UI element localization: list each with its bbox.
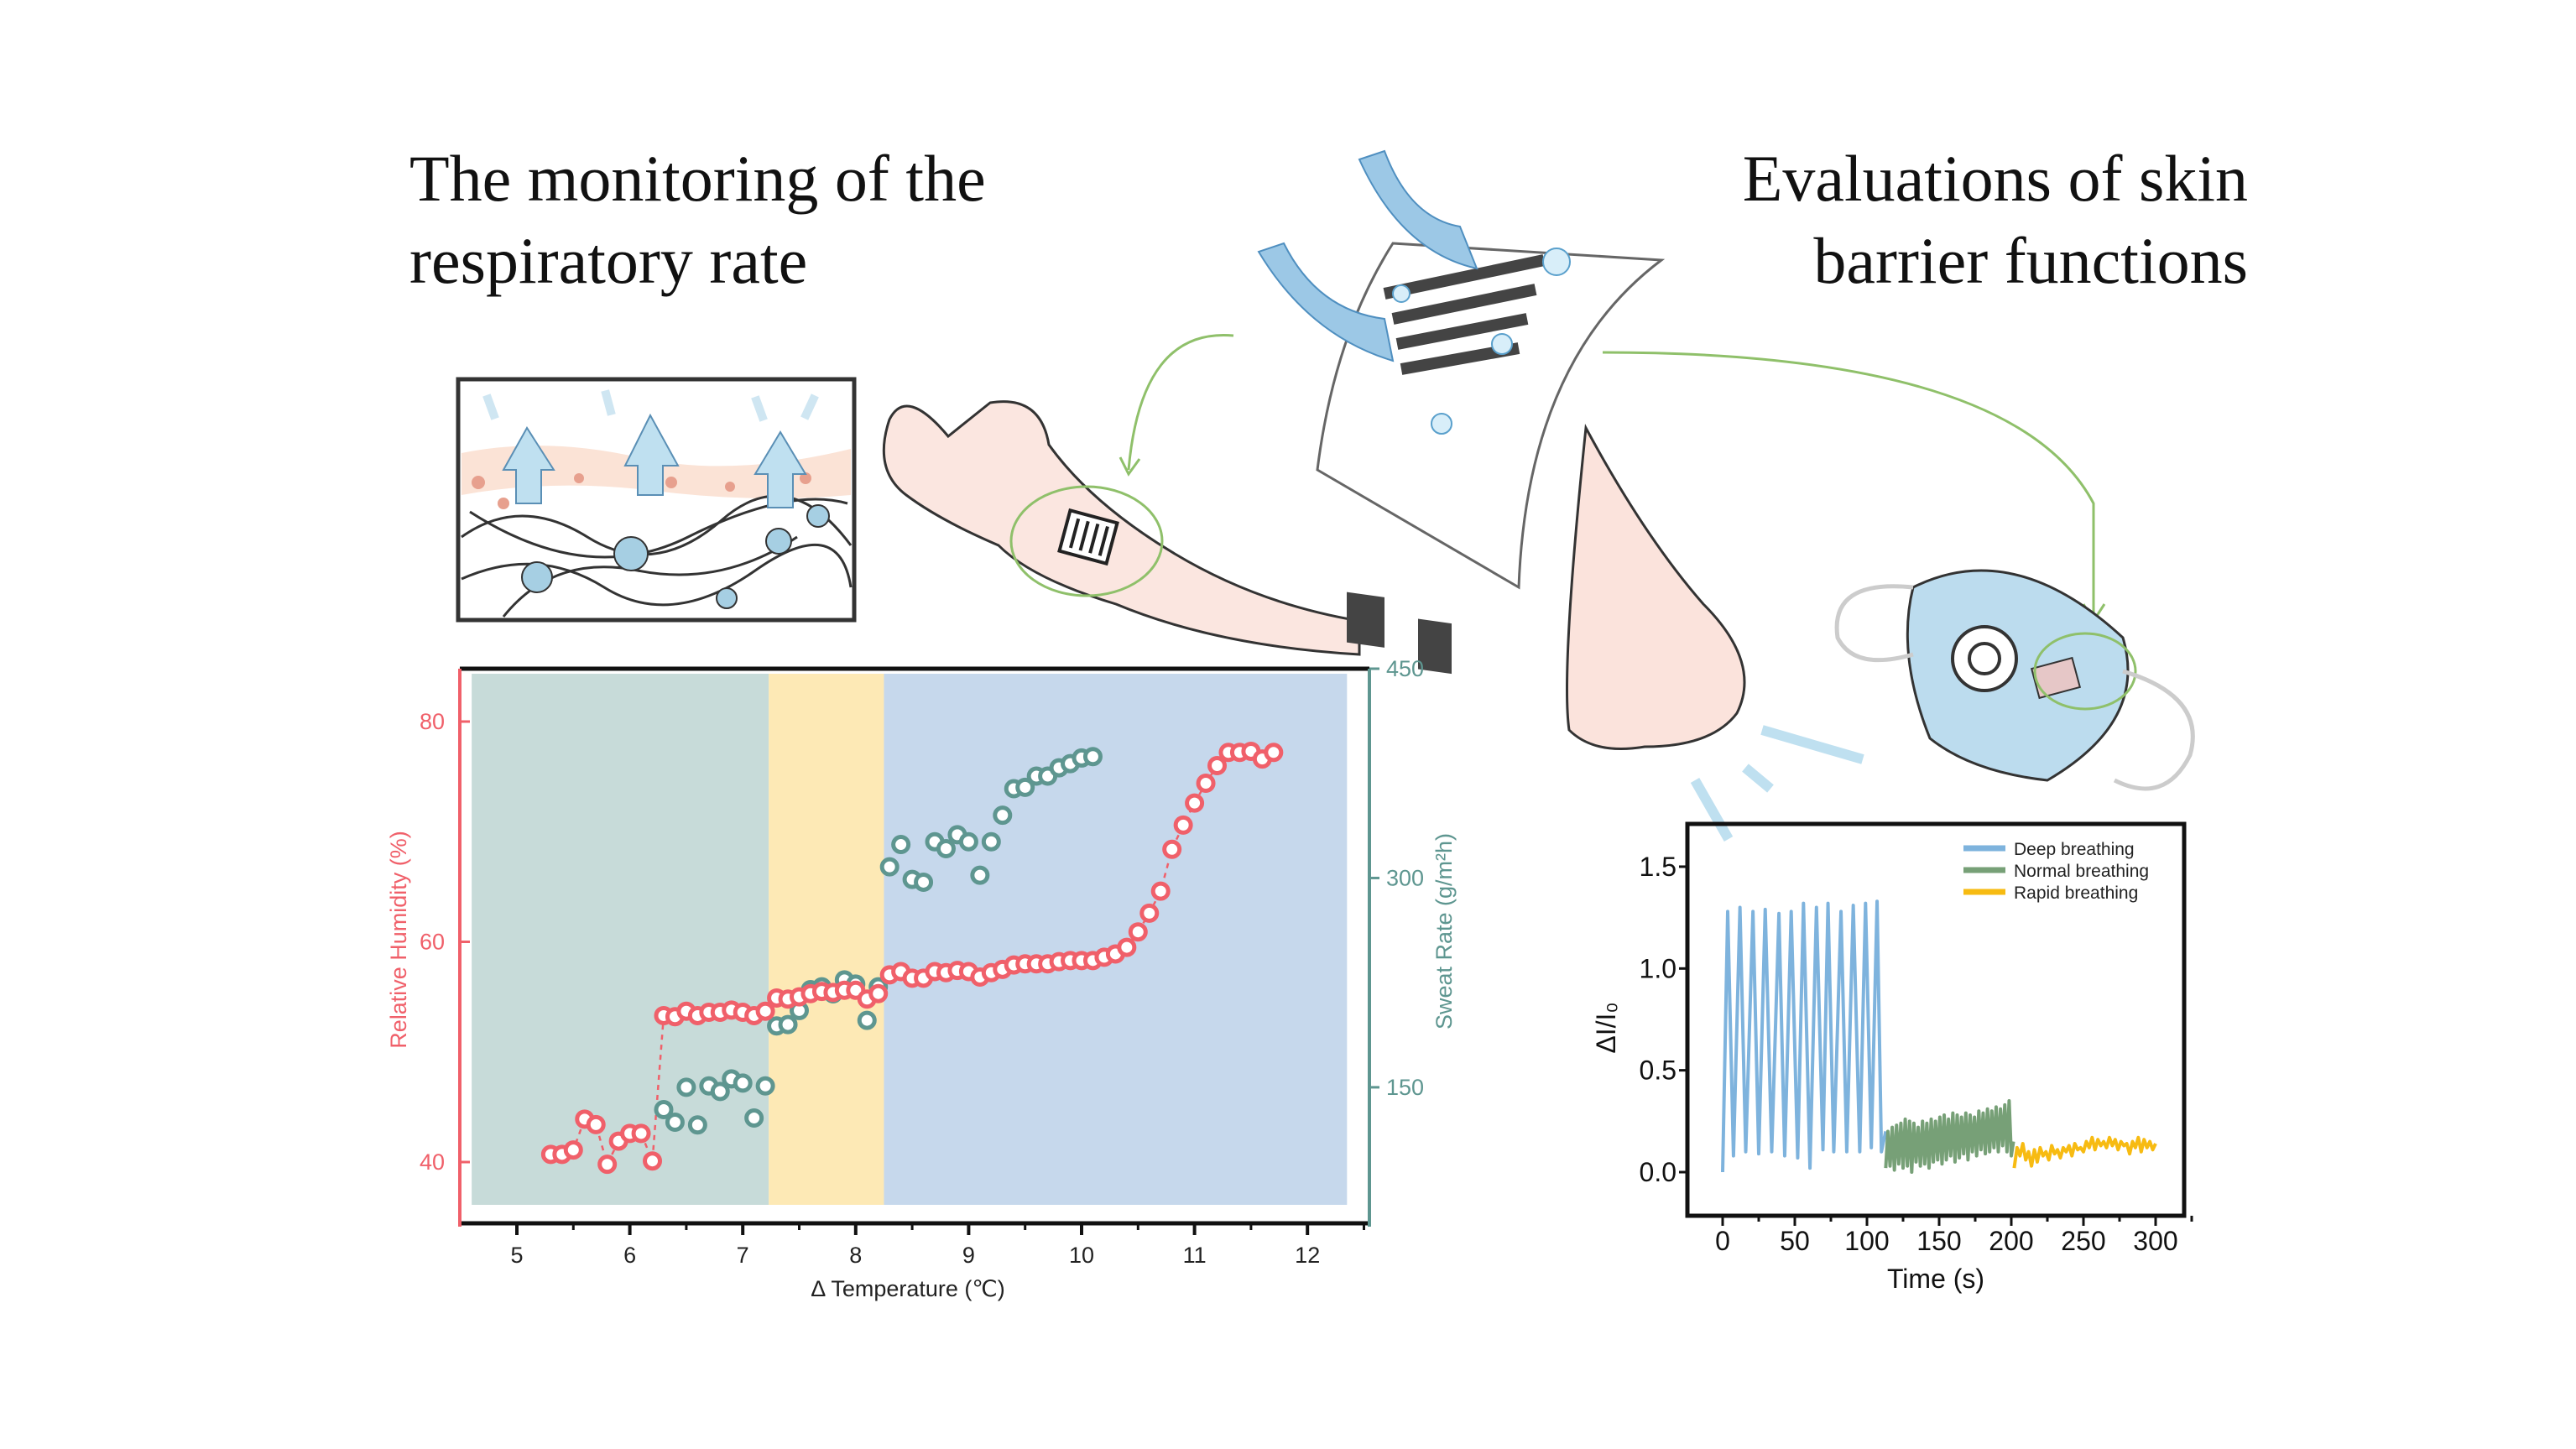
series-line-normal-breathing	[1884, 1099, 2015, 1174]
sweat-rate-point	[1015, 777, 1035, 797]
series-line-rapid-breathing	[2012, 1135, 2157, 1169]
nose-illustration	[1566, 423, 1864, 842]
sweat-rate-point	[676, 1077, 696, 1097]
sweat-rate-point	[1082, 747, 1103, 767]
x-tick-label: 5	[510, 1243, 523, 1268]
background-zone	[769, 674, 884, 1205]
wrist-arm-illustration	[882, 333, 1361, 656]
humidity-point	[1139, 903, 1160, 923]
title-skin-barrier: Evaluations of skin barrier functions	[1743, 138, 2248, 302]
humidity-point	[1150, 881, 1171, 901]
humidity-point	[1264, 743, 1284, 763]
x-tick-label: 100	[1844, 1226, 1889, 1256]
sweat-rate-point	[733, 1073, 753, 1093]
sweat-rate-point	[936, 839, 956, 859]
sweat-rate-point	[891, 835, 911, 855]
sweat-rate-point	[710, 1082, 730, 1102]
x-tick-label: 9	[962, 1243, 975, 1268]
x-tick-label: 10	[1069, 1243, 1094, 1268]
x-tick-label: 11	[1183, 1243, 1207, 1268]
humidity-point	[1185, 793, 1205, 813]
left-y-tick-label: 60	[420, 930, 445, 955]
skin-sweat-schematic	[456, 377, 857, 623]
plot-frame	[1685, 821, 2187, 1218]
legend-label: Deep breathing	[2014, 840, 2135, 859]
humidity-point	[631, 1123, 651, 1144]
x-tick-label: 250	[2061, 1226, 2105, 1256]
right-y-tick-label: 450	[1386, 656, 1424, 681]
humidity-point	[1117, 937, 1137, 957]
sweat-rate-point	[879, 857, 900, 877]
sweat-rate-point	[993, 805, 1013, 826]
y-tick-label: 0.5	[1640, 1055, 1676, 1086]
x-tick-label: 8	[849, 1243, 862, 1268]
humidity-point	[643, 1151, 663, 1171]
title-line: The monitoring of the	[409, 142, 986, 215]
x-tick-label: 300	[2133, 1226, 2177, 1256]
left-y-tick-label: 40	[420, 1149, 445, 1175]
title-line: respiratory rate	[409, 224, 808, 297]
sweat-rate-point	[665, 1112, 685, 1132]
right-y-tick-label: 300	[1386, 865, 1424, 890]
x-tick-label: 200	[1989, 1226, 2033, 1256]
humidity-point	[1162, 839, 1182, 859]
sweat-rate-point	[914, 872, 934, 892]
humidity-point	[1128, 922, 1148, 942]
x-tick-label: 12	[1295, 1243, 1320, 1268]
humidity-point	[1173, 815, 1193, 835]
sweat-rate-point	[654, 1100, 674, 1120]
sweat-rate-point	[970, 865, 990, 885]
x-tick-label: 150	[1916, 1226, 1961, 1256]
x-tick-label: 7	[737, 1243, 749, 1268]
humidity-sensor-illustration	[1257, 149, 2106, 675]
x-axis-label: Time (s)	[1887, 1264, 1984, 1294]
humidity-point	[868, 983, 889, 1003]
humidity-point	[597, 1155, 618, 1175]
sweat-rate-point	[857, 1010, 877, 1030]
breathing-response-chart: 0 50 100 150 200 250 300 0.0 0.5 1.0 1.5 Time (s) ΔI…	[1591, 821, 2193, 1294]
y-tick-label: 0.0	[1640, 1157, 1676, 1187]
series-line-deep-breathing	[1721, 899, 1888, 1173]
sweat-rate-point	[744, 1108, 764, 1128]
y-tick-label: 1.0	[1640, 953, 1676, 983]
humidity-point	[1207, 756, 1228, 775]
humidity-point	[755, 1001, 775, 1021]
humidity-point	[586, 1114, 606, 1134]
title-line: Evaluations of skin	[1742, 142, 2248, 215]
x-tick-label: 50	[1780, 1226, 1810, 1256]
right-y-axis-label: Sweat Rate (g/m²h)	[1431, 833, 1457, 1029]
right-y-tick-label: 150	[1386, 1075, 1424, 1100]
sweat-rate-point	[981, 831, 1001, 852]
legend-label: Normal breathing	[2014, 862, 2149, 881]
sweat-rate-point	[687, 1115, 707, 1135]
humidity-point	[1196, 774, 1216, 793]
legend-label: Rapid breathing	[2014, 883, 2138, 903]
x-tick-label: 6	[623, 1243, 636, 1268]
left-y-axis-label: Relative Humidity (%)	[386, 831, 411, 1049]
sweat-rate-point	[778, 1014, 798, 1035]
title-line: barrier functions	[1813, 224, 2248, 297]
y-tick-label: 1.5	[1640, 852, 1676, 882]
y-axis-label: ΔI/I₀	[1591, 1002, 1621, 1053]
sweat-rate-point	[755, 1076, 775, 1096]
x-tick-label: 0	[1715, 1226, 1730, 1256]
humidity-point	[563, 1140, 583, 1160]
left-y-tick-label: 80	[420, 709, 445, 734]
humidity-sweat-chart: 5 6 7 8 9 10 11 12 Δ Temperature (℃) 40 60 80 150 300…	[386, 656, 1457, 1301]
face-mask-illustration	[1834, 569, 2195, 791]
x-axis-label: Δ Temperature (℃)	[811, 1276, 1004, 1301]
background-zone	[472, 674, 769, 1205]
title-respiratory-rate: The monitoring of the respiratory rate	[409, 138, 986, 302]
sweat-rate-point	[958, 831, 978, 852]
